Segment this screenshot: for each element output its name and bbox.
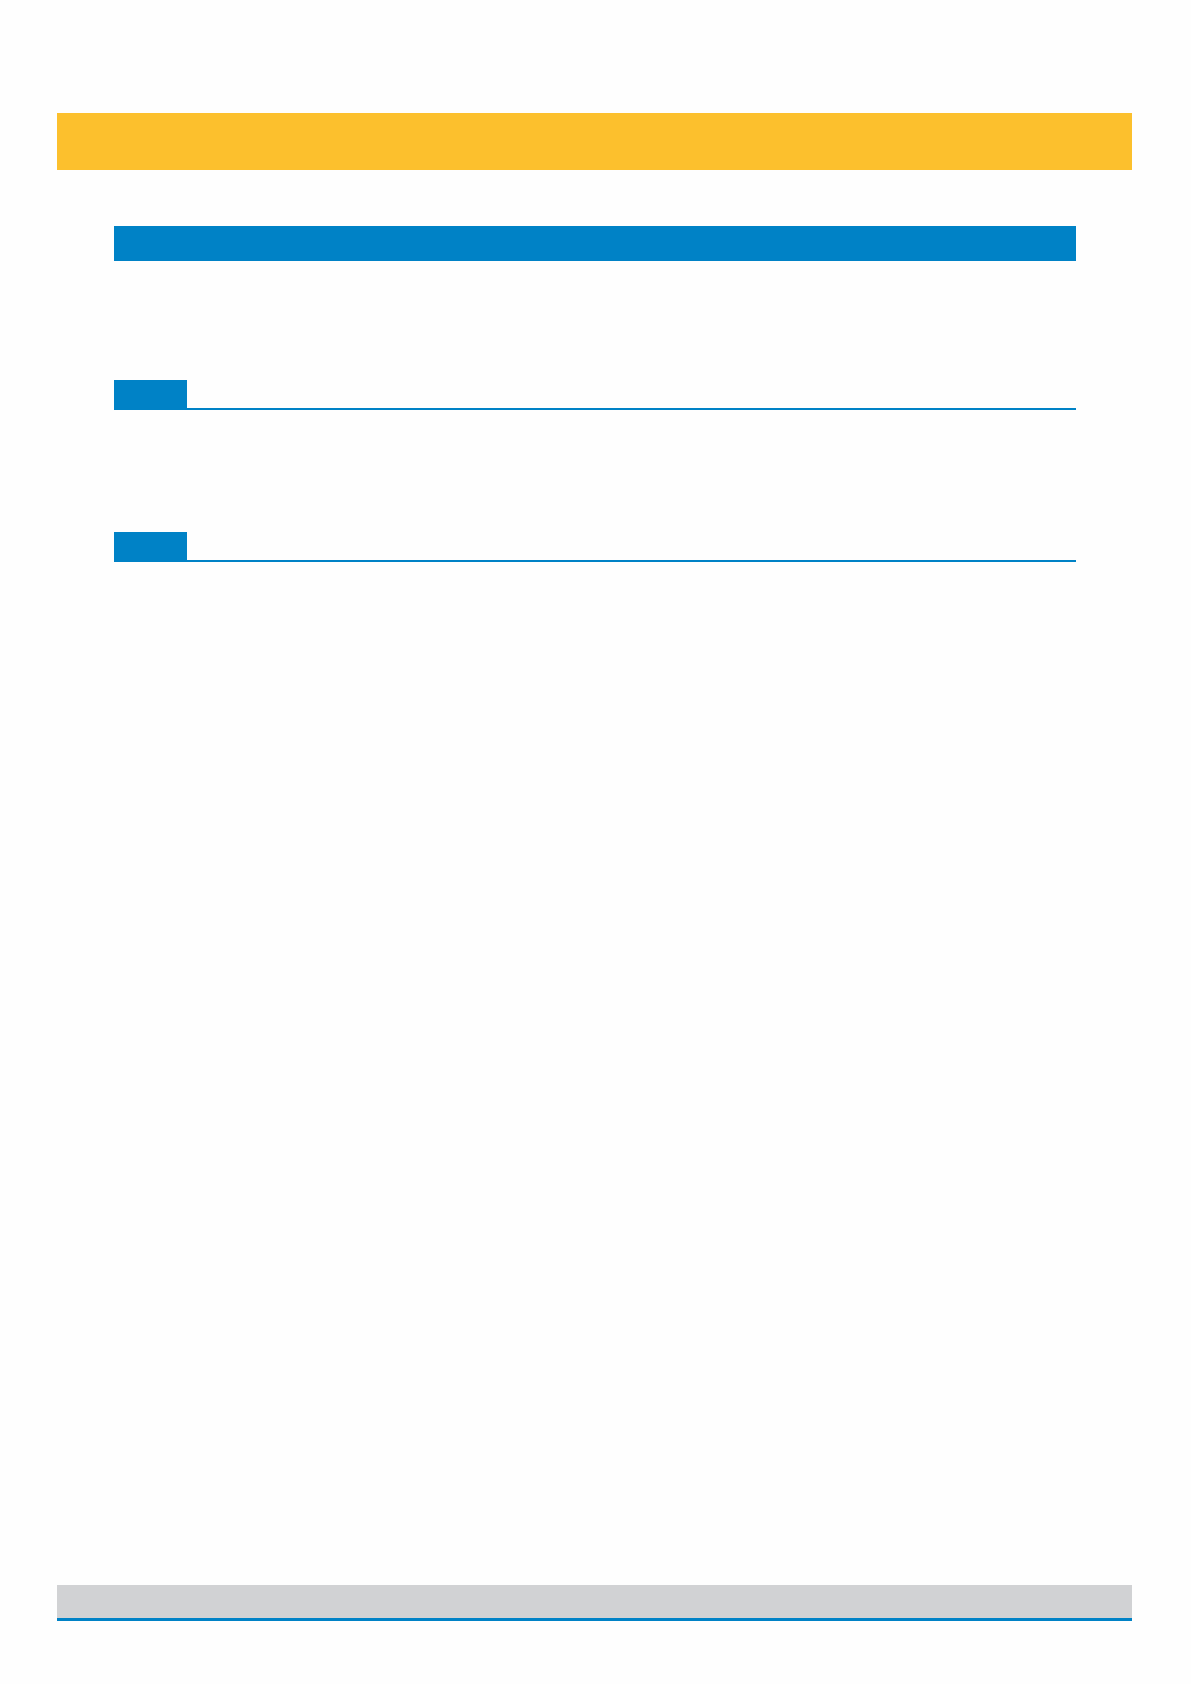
section-1-rule [114, 408, 1076, 410]
section-2-rule [114, 560, 1076, 562]
title-bar [114, 226, 1076, 261]
footer-band [57, 1585, 1132, 1619]
section-2-tab [114, 532, 187, 562]
header-band [57, 113, 1132, 170]
section-1-tab [114, 380, 187, 410]
footer-rule [57, 1618, 1132, 1621]
